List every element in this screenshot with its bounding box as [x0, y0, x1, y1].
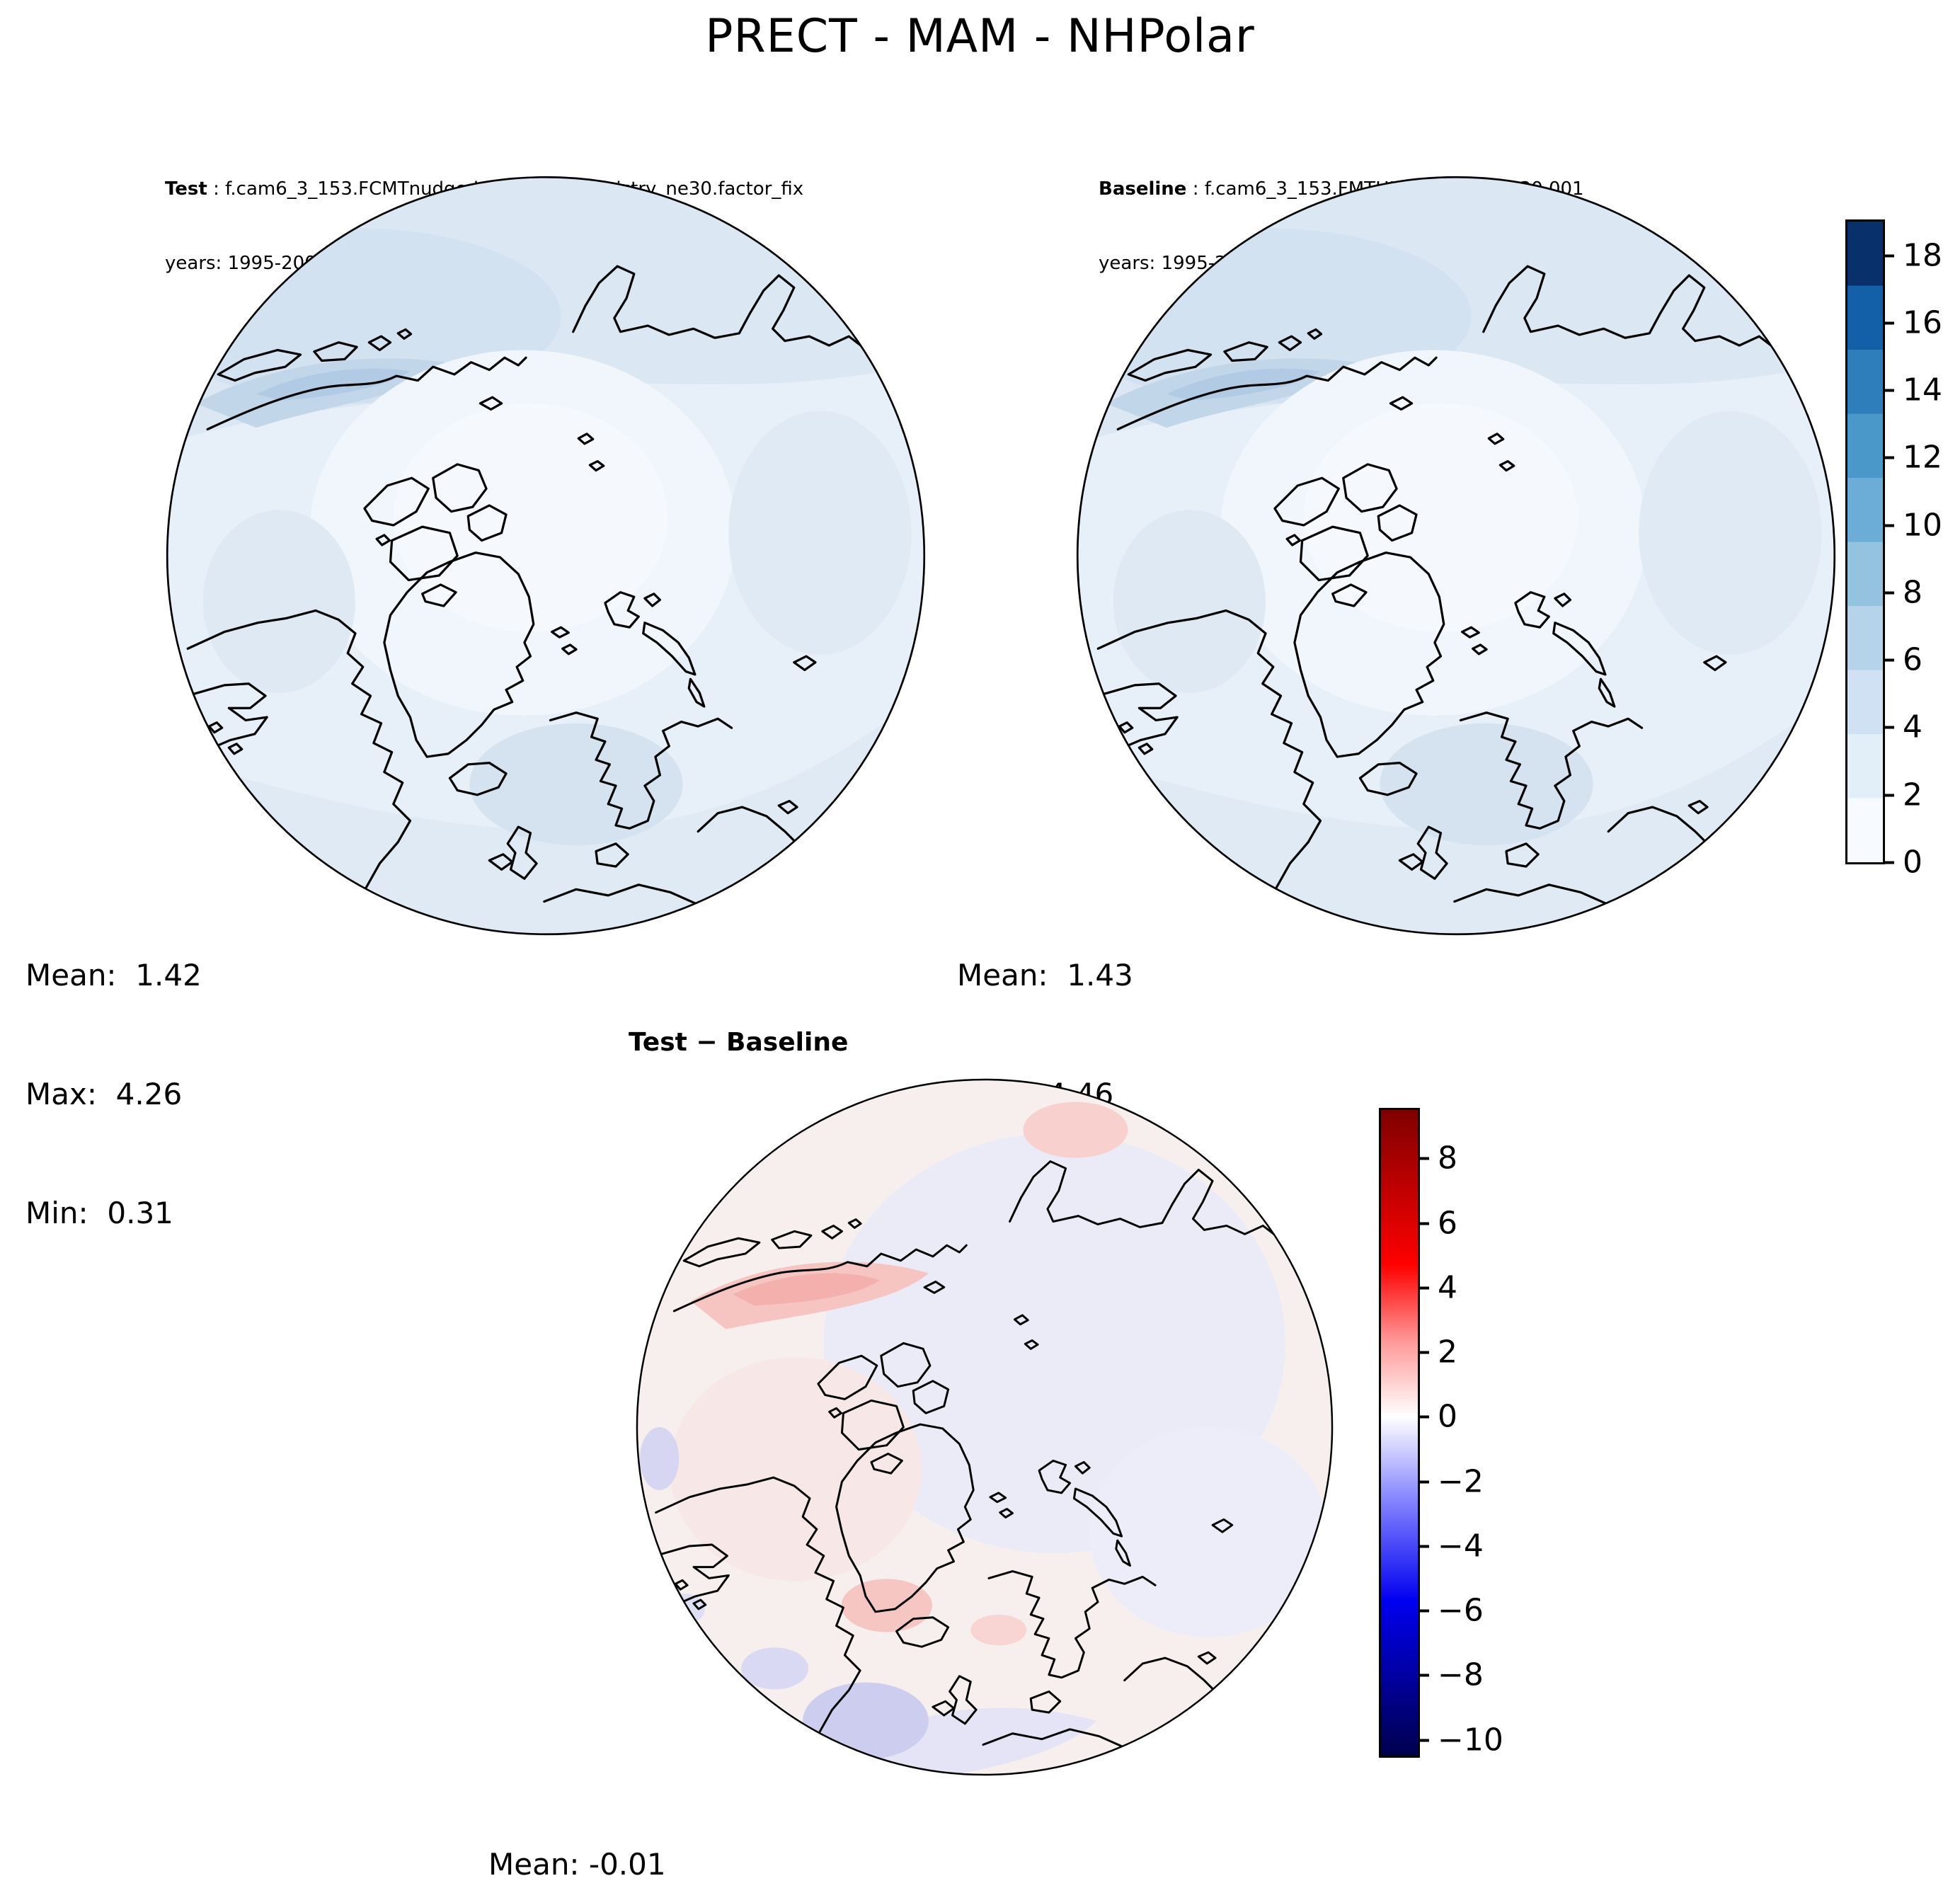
- tick-mark: [1883, 456, 1894, 459]
- tick-label: 18: [1903, 237, 1942, 274]
- map-boundary: [166, 176, 926, 936]
- colorbar-tick: 18: [1883, 238, 1942, 274]
- tick-label: 10: [1903, 507, 1942, 544]
- tick-label: 6: [1903, 641, 1922, 678]
- tick-mark: [1883, 726, 1894, 728]
- colorbar-tick: 0: [1418, 1399, 1457, 1435]
- tick-mark: [1418, 1609, 1429, 1612]
- tick-mark: [1418, 1415, 1429, 1418]
- colorbar-tick: 4: [1418, 1270, 1457, 1306]
- colorbar-tick: −4: [1418, 1528, 1484, 1564]
- tick-label: 4: [1903, 709, 1922, 745]
- tick-label: 6: [1438, 1205, 1457, 1242]
- test-stat-max: Max: 4.26: [25, 1077, 183, 1111]
- tick-mark: [1418, 1157, 1429, 1160]
- colorbar-tick: 6: [1883, 642, 1922, 678]
- baseline-stat-mean: Mean: 1.43: [957, 958, 1133, 992]
- baseline-label: Baseline: [1099, 178, 1187, 200]
- tick-label: 8: [1903, 574, 1922, 611]
- colorbar-tick: 4: [1883, 709, 1922, 745]
- tick-label: 8: [1438, 1140, 1457, 1177]
- diff-panel-title: Test − Baseline: [629, 1028, 849, 1057]
- tick-mark: [1418, 1222, 1429, 1225]
- tick-label: 16: [1903, 304, 1942, 341]
- tick-label: −4: [1438, 1528, 1484, 1564]
- test-stat-min: Min: 0.31: [25, 1196, 173, 1230]
- tick-mark: [1418, 1739, 1429, 1741]
- tick-label: 2: [1903, 777, 1922, 813]
- colorbar-tick: 2: [1418, 1334, 1457, 1371]
- tick-mark: [1418, 1480, 1429, 1483]
- colorbar-tick: −2: [1418, 1464, 1484, 1500]
- map-boundary: [1076, 176, 1836, 936]
- diff-map: [636, 1078, 1334, 1776]
- colorbar-tick: 16: [1883, 305, 1942, 341]
- diff-stat-mean: Mean: -0.01: [488, 1847, 666, 1882]
- colorbar-tick: 14: [1883, 372, 1942, 408]
- tick-label: 12: [1903, 439, 1942, 476]
- tick-label: 4: [1438, 1269, 1457, 1306]
- tick-mark: [1883, 321, 1894, 324]
- test-label: Test: [165, 178, 207, 200]
- tick-label: −8: [1438, 1657, 1484, 1693]
- tick-label: −2: [1438, 1463, 1484, 1500]
- colorbar-tick: 0: [1883, 845, 1922, 881]
- tick-mark: [1883, 794, 1894, 796]
- tick-mark: [1883, 861, 1894, 864]
- tick-label: 14: [1903, 372, 1942, 408]
- tick-mark: [1883, 524, 1894, 527]
- tick-mark: [1883, 591, 1894, 594]
- colorbar-tick: 10: [1883, 508, 1942, 544]
- tick-mark: [1418, 1545, 1429, 1547]
- tick-mark: [1418, 1286, 1429, 1289]
- map-boundary: [636, 1078, 1334, 1776]
- tick-mark: [1883, 389, 1894, 391]
- tick-label: 0: [1438, 1398, 1457, 1435]
- tick-label: −6: [1438, 1592, 1484, 1629]
- colorbar-tick: 6: [1418, 1206, 1457, 1242]
- colorbar-tick: 2: [1883, 777, 1922, 813]
- colorbar-tick: 12: [1883, 440, 1942, 476]
- tick-label: −10: [1438, 1722, 1503, 1758]
- colorbar-tick: 8: [1883, 575, 1922, 611]
- tick-mark: [1883, 254, 1894, 257]
- tick-mark: [1418, 1351, 1429, 1354]
- diff-stats: Mean: -0.01 Max: 0.71 Min: -0.61: [488, 1766, 666, 1888]
- colorbar-tick: −10: [1418, 1722, 1503, 1758]
- colorbar-tick: −6: [1418, 1593, 1484, 1629]
- main-colorbar: 18 16 14 12 10 8 6 4 2 0: [1845, 219, 1942, 881]
- colorbar-tick: 8: [1418, 1140, 1457, 1177]
- tick-mark: [1883, 658, 1894, 661]
- test-stat-mean: Mean: 1.42: [25, 958, 202, 992]
- test-map: [166, 176, 926, 936]
- test-stats: Mean: 1.42 Max: 4.26 Min: 0.31: [25, 876, 202, 1312]
- tick-label: 0: [1903, 844, 1922, 881]
- figure-title: PRECT - MAM - NHPolar: [705, 10, 1255, 63]
- colorbar-tick: −8: [1418, 1657, 1484, 1693]
- diff-colorbar: 8 6 4 2 0 −2 −4 −6 −8 −10: [1379, 1108, 1503, 1758]
- tick-label: 2: [1438, 1334, 1457, 1371]
- tick-mark: [1418, 1674, 1429, 1676]
- baseline-map: [1076, 176, 1836, 936]
